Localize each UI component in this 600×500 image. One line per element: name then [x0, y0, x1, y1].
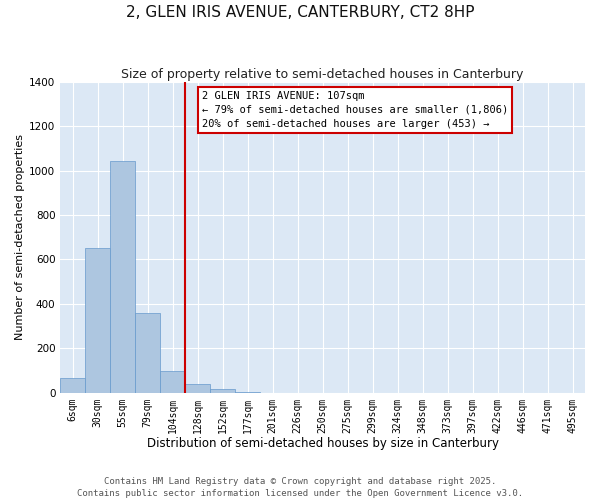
- Bar: [185, 384, 210, 392]
- Bar: [210, 390, 235, 392]
- Text: Contains HM Land Registry data © Crown copyright and database right 2025.
Contai: Contains HM Land Registry data © Crown c…: [77, 476, 523, 498]
- Bar: [85, 248, 110, 392]
- Bar: [160, 370, 185, 392]
- Y-axis label: Number of semi-detached properties: Number of semi-detached properties: [15, 134, 25, 340]
- Bar: [135, 312, 160, 392]
- Text: 2 GLEN IRIS AVENUE: 107sqm
← 79% of semi-detached houses are smaller (1,806)
20%: 2 GLEN IRIS AVENUE: 107sqm ← 79% of semi…: [202, 91, 508, 129]
- Bar: [60, 378, 85, 392]
- Title: Size of property relative to semi-detached houses in Canterbury: Size of property relative to semi-detach…: [121, 68, 524, 80]
- X-axis label: Distribution of semi-detached houses by size in Canterbury: Distribution of semi-detached houses by …: [146, 437, 499, 450]
- Bar: [110, 160, 135, 392]
- Text: 2, GLEN IRIS AVENUE, CANTERBURY, CT2 8HP: 2, GLEN IRIS AVENUE, CANTERBURY, CT2 8HP: [126, 5, 474, 20]
